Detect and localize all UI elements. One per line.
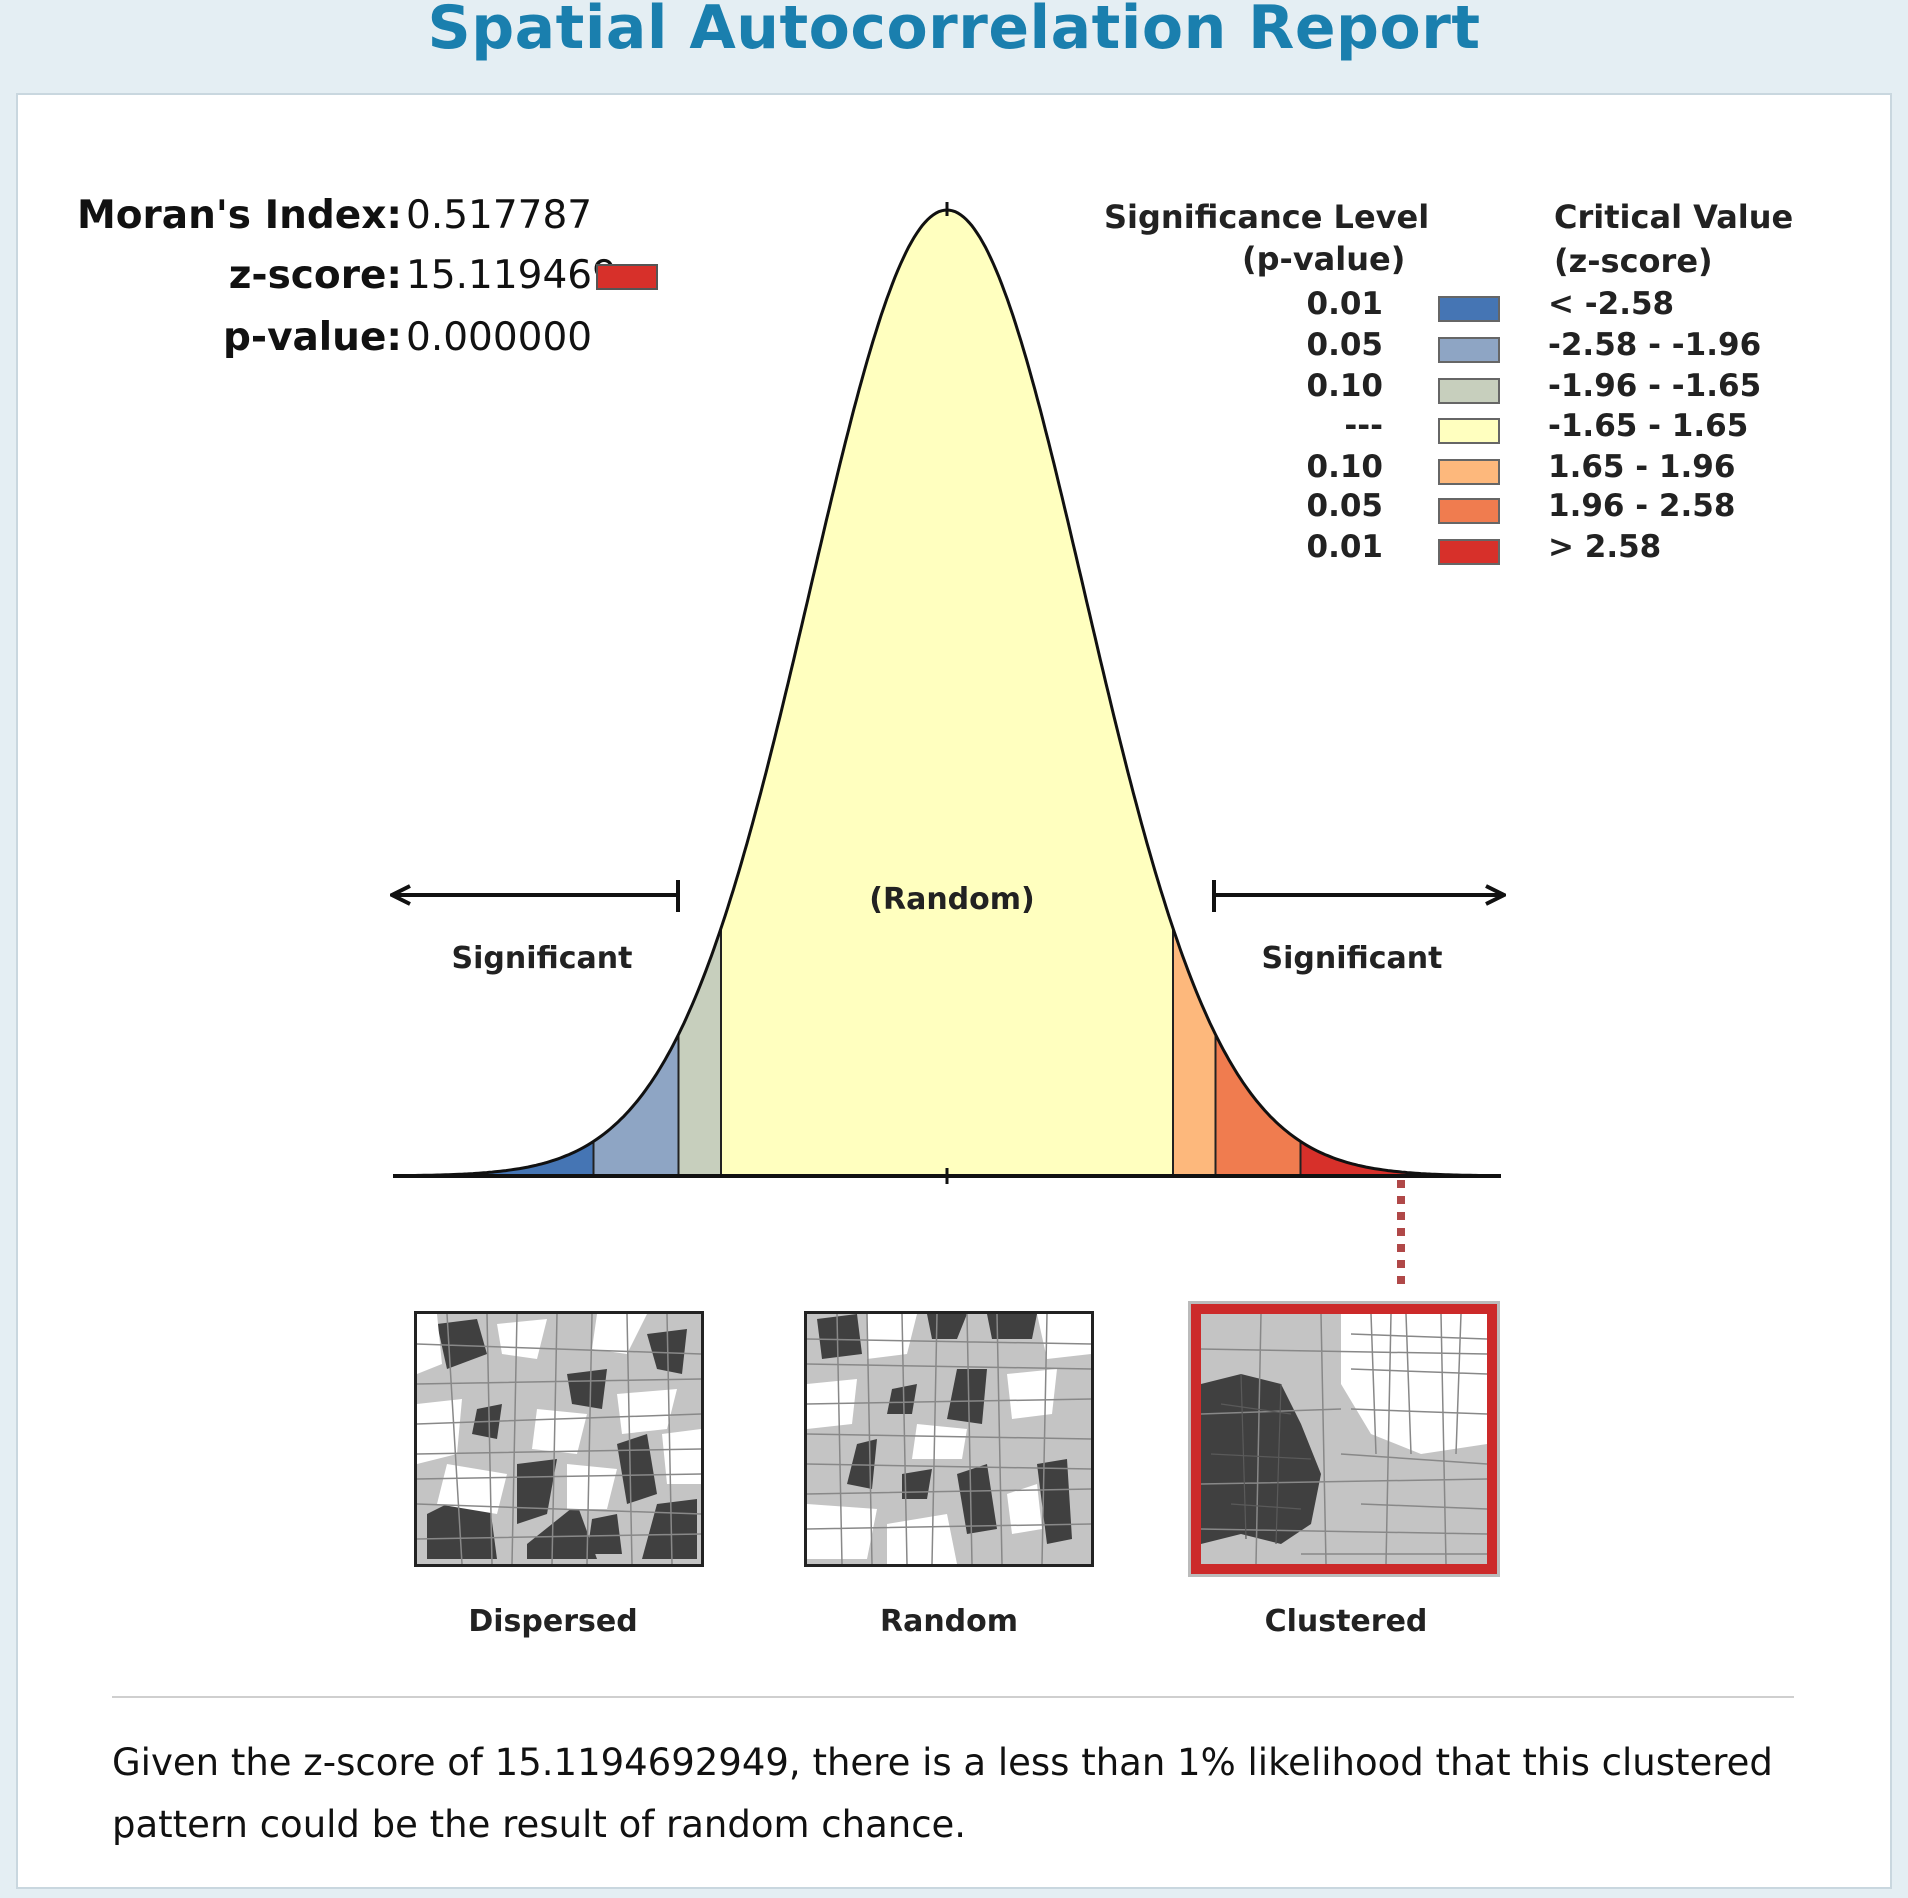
dispersed-pattern-thumbnail xyxy=(414,1311,704,1567)
critical-value-header: Critical Value xyxy=(1554,198,1794,236)
legend-zscore-5: 1.96 - 2.58 xyxy=(1548,488,1736,524)
legend-pvalue-6: 0.01 xyxy=(1306,529,1384,565)
legend-pvalue-4: 0.10 xyxy=(1306,449,1384,485)
dispersed-label: Dispersed xyxy=(468,1604,638,1639)
curve-band-4 xyxy=(1172,928,1217,1177)
legend-zscore-6: > 2.58 xyxy=(1548,529,1662,565)
curve-band-2 xyxy=(677,928,722,1177)
critical-zscore-header: (z-score) xyxy=(1554,242,1713,280)
divider xyxy=(112,1696,1794,1698)
summary-text: Given the z-score of 15.1194692949, ther… xyxy=(112,1741,1773,1846)
report-title: Spatial Autocorrelation Report xyxy=(427,0,1481,63)
legend-zscore-0: < -2.58 xyxy=(1548,286,1675,322)
random-pattern-thumbnail xyxy=(804,1311,1094,1567)
dispersed-pattern-map xyxy=(417,1314,701,1564)
sig-pvalue-header: (p-value) xyxy=(1242,240,1406,278)
zscore-label: z-score: xyxy=(228,253,402,298)
legend-swatch-6 xyxy=(1438,539,1500,565)
legend-pvalue-3: --- xyxy=(1344,408,1383,444)
legend-swatch-1 xyxy=(1438,337,1500,363)
legend-pvalue-2: 0.10 xyxy=(1306,368,1384,404)
right-significant-label: Significant xyxy=(1262,941,1443,976)
normal-distribution-chart: (Random) Significant Significant xyxy=(0,202,1908,1290)
clustered-label: Clustered xyxy=(1264,1604,1428,1639)
legend-zscore-2: -1.96 - -1.65 xyxy=(1548,368,1762,404)
random-pattern-map xyxy=(807,1314,1091,1564)
legend-pvalue-5: 0.05 xyxy=(1306,488,1384,524)
left-significant-label: Significant xyxy=(452,941,633,976)
legend-zscore-4: 1.65 - 1.96 xyxy=(1548,449,1736,485)
legend-pvalue-1: 0.05 xyxy=(1306,327,1384,363)
legend-swatch-5 xyxy=(1438,498,1500,524)
legend-swatch-3 xyxy=(1438,418,1500,444)
clustered-pattern-thumbnail xyxy=(1191,1304,1497,1574)
clustered-pattern-map xyxy=(1201,1314,1487,1564)
legend-swatch-4 xyxy=(1438,459,1500,485)
pvalue-label: p-value: xyxy=(222,315,402,360)
zscore-color-swatch xyxy=(596,264,658,290)
sig-level-header: Significance Level xyxy=(1104,198,1430,236)
random-label: Random xyxy=(879,1604,1019,1639)
random-center-label: (Random) xyxy=(869,882,1034,917)
legend-pvalue-0: 0.01 xyxy=(1306,286,1384,322)
morans-index-value: 0.517787 xyxy=(406,193,593,238)
legend-swatch-2 xyxy=(1438,378,1500,404)
legend-zscore-3: -1.65 - 1.65 xyxy=(1548,408,1749,444)
morans-index-label: Moran's Index: xyxy=(76,193,402,238)
legend-swatch-0 xyxy=(1438,296,1500,322)
zscore-value: 15.119469 xyxy=(406,253,617,298)
legend-zscore-1: -2.58 - -1.96 xyxy=(1548,327,1762,363)
pvalue-value: 0.000000 xyxy=(406,315,593,360)
curve-band-3 xyxy=(720,208,1174,1177)
